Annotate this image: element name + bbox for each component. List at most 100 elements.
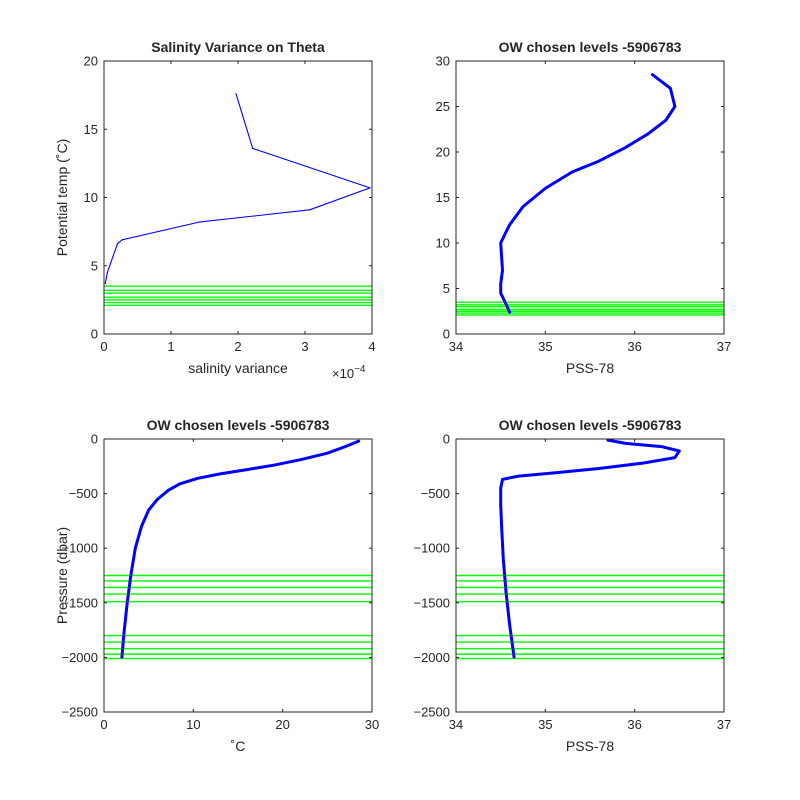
y-tick-label: −2000 — [413, 650, 450, 665]
axes-box — [103, 438, 373, 713]
data-point — [140, 525, 143, 528]
data-point — [246, 469, 248, 471]
data-point — [607, 439, 609, 441]
data-point — [509, 624, 511, 626]
chart-panel-1: 0 1 2 3 4 0 5 10 15 20 Salinity Variance on Theta s… — [54, 39, 376, 381]
x-tick-label: 30 — [365, 717, 379, 732]
data-point — [134, 547, 136, 549]
x-tick-label: 3 — [301, 339, 308, 354]
x-tick-label: 20 — [275, 717, 289, 732]
data-point — [598, 160, 600, 162]
data-point — [625, 146, 627, 148]
data-point — [198, 221, 200, 223]
data-point — [509, 311, 511, 313]
data-point — [273, 464, 275, 466]
data-point — [121, 239, 123, 241]
data-point — [674, 457, 676, 459]
data-point — [643, 462, 645, 464]
x-tick-label: 35 — [538, 339, 552, 354]
data-point — [104, 282, 106, 285]
x-tick-label: 37 — [717, 717, 731, 732]
data-point — [358, 440, 360, 442]
data-point — [369, 187, 371, 189]
data-point — [121, 656, 123, 659]
y-axis-label: Pressure (dbar) — [54, 527, 70, 624]
data-point — [509, 224, 511, 226]
x-exponent-base: ×10 — [332, 366, 354, 381]
x-exponent-label: ×10−4 — [332, 364, 366, 381]
data-point — [299, 459, 302, 461]
data-point — [501, 478, 504, 480]
data-point — [501, 525, 503, 528]
x-tick-label: 36 — [627, 339, 641, 354]
y-tick-label: 5 — [443, 281, 450, 296]
data-point — [500, 503, 502, 506]
y-tick-label: −1500 — [413, 595, 450, 610]
y-tick-label: 0 — [443, 432, 450, 447]
x-tick-label: 2 — [234, 339, 241, 354]
data-point — [660, 446, 663, 448]
data-point — [544, 187, 546, 189]
chart-title: OW chosen levels -5906783 — [147, 417, 330, 433]
y-tick-label: 15 — [436, 190, 450, 205]
data-point — [502, 558, 504, 560]
y-tick-label: −2500 — [413, 705, 450, 720]
y-tick-label: 10 — [436, 236, 450, 251]
x-axis-label: ˚C — [231, 738, 246, 754]
y-tick-label: 20 — [436, 145, 450, 160]
data-point — [116, 243, 118, 245]
x-tick-label: 37 — [717, 339, 731, 354]
axes-box — [455, 60, 725, 335]
x-tick-label: 36 — [627, 717, 641, 732]
data-point — [647, 133, 649, 135]
data-point — [553, 472, 555, 474]
data-point — [326, 452, 328, 454]
data-point — [123, 635, 125, 637]
x-axis-label: PSS-78 — [566, 738, 614, 754]
data-point — [505, 591, 507, 593]
x-exponent-power: −4 — [354, 364, 366, 375]
chart-panel-2: 34 35 36 37 0 5 10 15 20 25 30 OW chosen levels -59… — [436, 39, 732, 376]
data-point — [167, 489, 169, 491]
data-point — [130, 574, 132, 577]
y-tick-label: 30 — [436, 54, 450, 69]
x-tick-label: 34 — [449, 717, 463, 732]
axes-box — [455, 438, 725, 713]
chart-panel-3: 0 10 20 30 −2500 −2000 −1500 −1000 −500 0 OW chose… — [54, 417, 379, 754]
y-tick-label: 5 — [91, 258, 98, 273]
data-point — [674, 105, 676, 108]
x-tick-label: 35 — [538, 717, 552, 732]
y-axis-label: Potential temp (˚C) — [54, 139, 70, 256]
data-point — [501, 269, 504, 271]
data-point — [500, 292, 502, 294]
y-tick-label: 25 — [436, 99, 450, 114]
data-line — [120, 439, 361, 659]
data-line — [499, 73, 677, 314]
data-point — [500, 487, 502, 489]
x-tick-label: 0 — [100, 717, 107, 732]
data-point — [517, 475, 520, 477]
y-tick-label: 10 — [84, 190, 98, 205]
y-tick-label: 15 — [84, 122, 98, 137]
y-tick-label: −1000 — [61, 541, 98, 556]
data-point — [309, 209, 311, 211]
data-point — [148, 509, 150, 511]
y-tick-label: −1500 — [61, 595, 98, 610]
data-point — [651, 74, 654, 76]
data-point — [179, 483, 181, 485]
data-point — [157, 498, 159, 500]
data-line — [499, 438, 681, 659]
data-point — [126, 602, 128, 604]
data-point — [504, 301, 506, 303]
x-tick-label: 0 — [100, 339, 107, 354]
data-point — [522, 206, 524, 208]
x-axis-label: salinity variance — [188, 360, 288, 376]
x-axis-label: PSS-78 — [566, 360, 614, 376]
y-tick-label: −500 — [421, 486, 450, 501]
data-point — [344, 446, 346, 448]
y-tick-label: 0 — [443, 327, 450, 342]
data-point — [500, 242, 502, 244]
chart-title: OW chosen levels -5906783 — [499, 39, 682, 55]
data-point — [106, 272, 108, 274]
